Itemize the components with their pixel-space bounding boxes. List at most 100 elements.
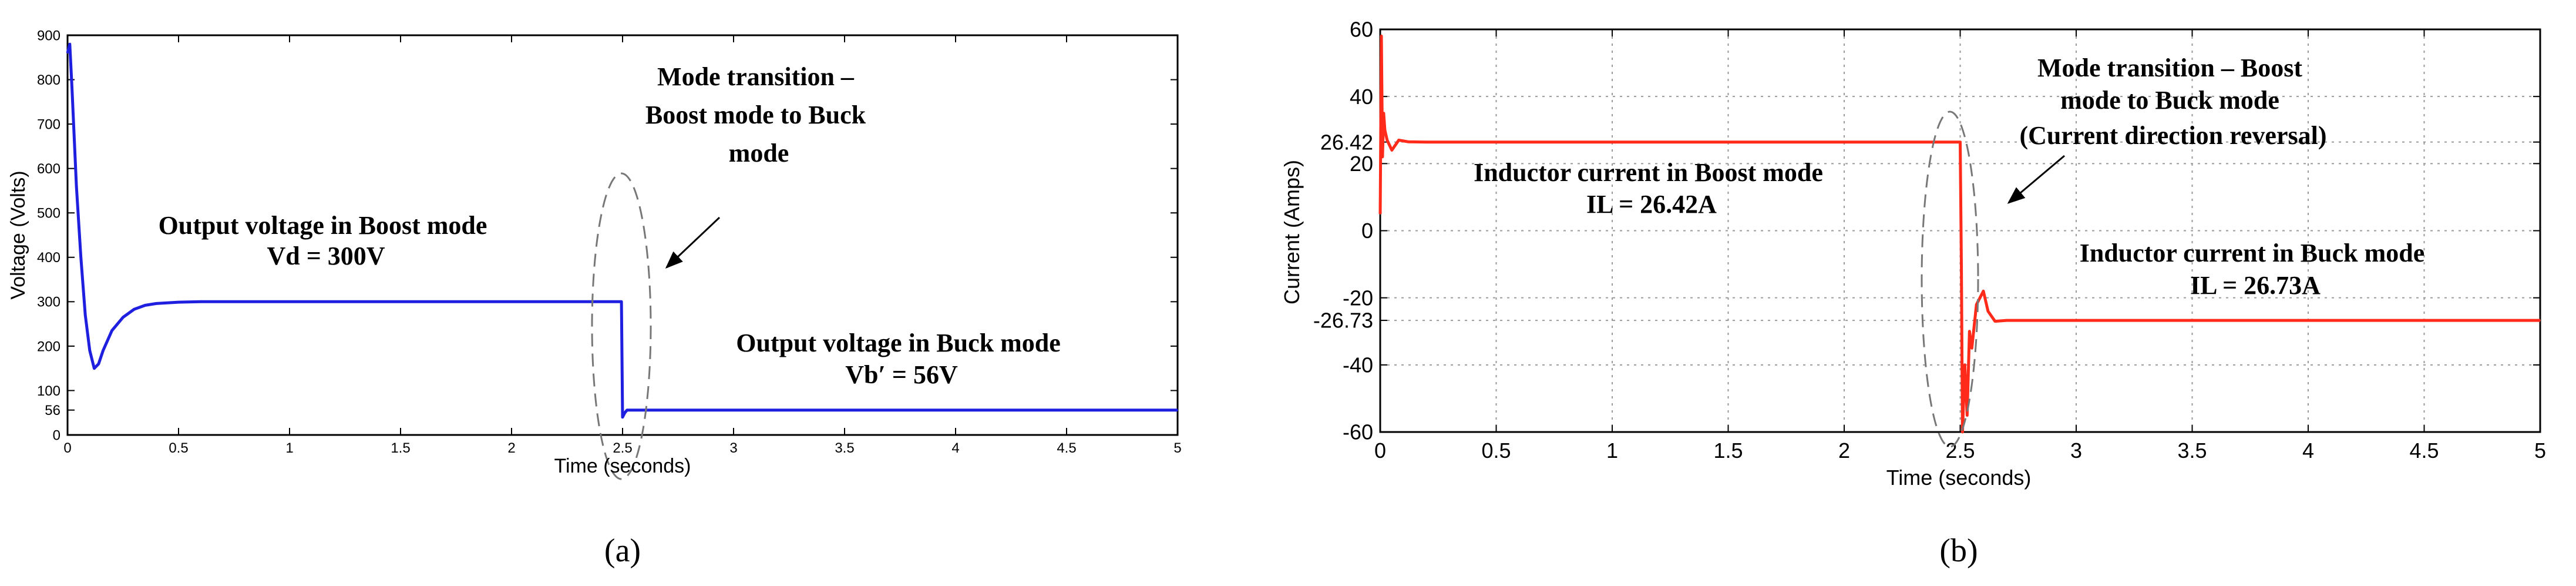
annotation-transition-a: Mode transition – Boost mode to Buck mod… xyxy=(645,62,872,168)
annotation-boost-b-line2: IL = 26.42A xyxy=(1586,190,1717,219)
x-tick-label: 3 xyxy=(729,440,737,456)
series-a xyxy=(66,42,1178,419)
series-b xyxy=(1378,34,2541,434)
annotation-boost-a-line1: Output voltage in Boost mode xyxy=(159,211,487,240)
data-point xyxy=(122,316,124,318)
y-tick-label: 600 xyxy=(37,161,60,177)
caption-b: (b) xyxy=(1939,533,1978,569)
data-point xyxy=(1727,141,1729,143)
chart-a: 0 0.5 1 1.5 2 2.5 3 3.5 4 4.5 5 0 56 100 200 300 400 500 6… xyxy=(7,28,1182,569)
data-point xyxy=(2540,320,2541,322)
data-point xyxy=(67,52,68,54)
x-axis-label-b: Time (seconds) xyxy=(1886,466,2032,490)
y-tick-label: 800 xyxy=(37,72,60,88)
y-tick-label: 400 xyxy=(37,250,60,266)
x-tick-label: 4.5 xyxy=(1057,440,1076,456)
x-tick-label: 2 xyxy=(507,440,515,456)
data-point xyxy=(1380,213,1381,215)
data-point xyxy=(289,301,290,303)
data-point xyxy=(1971,347,1973,349)
data-point xyxy=(1987,310,1989,312)
data-point xyxy=(85,314,86,316)
data-point xyxy=(71,88,73,89)
data-point xyxy=(1426,141,1427,143)
data-point xyxy=(144,304,146,306)
data-point xyxy=(2006,320,2007,322)
y-tick-label: 26.42 xyxy=(1320,130,1373,154)
data-point xyxy=(1177,409,1178,411)
annotation-transition-a-line1: Mode transition – xyxy=(657,62,855,91)
annotation-transition-b-line3: (Current direction reversal) xyxy=(2020,121,2327,150)
data-point xyxy=(2423,320,2425,322)
data-point xyxy=(955,409,956,411)
y-tick-label: 56 xyxy=(45,403,60,418)
y-tick-label: -60 xyxy=(1343,420,1373,444)
transition-ellipse-a xyxy=(591,172,652,480)
data-point xyxy=(111,330,113,331)
annotation-transition-b: Mode transition – Boost mode to Buck mod… xyxy=(2020,53,2327,150)
data-point xyxy=(400,301,401,303)
data-point xyxy=(1962,431,1963,433)
x-tick-label: 2 xyxy=(1838,438,1850,463)
x-tick-label: 0.5 xyxy=(169,440,188,456)
x-tick-label: 0.5 xyxy=(1481,438,1511,463)
data-point xyxy=(1983,290,1984,292)
x-tick-label: 4 xyxy=(2302,438,2314,463)
data-point xyxy=(1384,129,1385,131)
x-tick-label: 4.5 xyxy=(2409,438,2439,463)
annotation-arrow-a xyxy=(665,216,721,269)
data-point xyxy=(633,409,634,411)
x-tick-label: 3 xyxy=(2070,438,2082,463)
data-point xyxy=(1398,139,1400,141)
annotation-boost-a-line2: Vd = 300V xyxy=(267,242,385,270)
x-tick-label: 1.5 xyxy=(1713,438,1743,463)
y-axis-label-b: Current (Amps) xyxy=(1280,160,1304,304)
data-point xyxy=(1969,330,1970,332)
annotation-buck-b-line2: IL = 26.73A xyxy=(2190,271,2321,300)
data-point xyxy=(156,303,157,304)
data-point xyxy=(2191,320,2193,322)
annotation-boost-a: Output voltage in Boost mode Vd = 300V xyxy=(159,211,494,270)
annotation-transition-a-line2: Boost mode to Buck xyxy=(645,101,866,129)
data-point xyxy=(97,363,99,365)
x-tick-label: 3.5 xyxy=(2177,438,2207,463)
data-point xyxy=(1380,35,1382,37)
annotation-buck-a: Output voltage in Buck mode Vb′ = 56V xyxy=(736,329,1067,389)
annotation-buck-b: Inductor current in Buck mode IL = 26.73… xyxy=(2080,239,2432,300)
data-point xyxy=(1612,141,1613,143)
y-tick-label: -26.73 xyxy=(1313,309,1373,333)
data-point xyxy=(1959,141,1961,143)
data-point xyxy=(1994,320,1996,322)
data-point xyxy=(1966,414,1968,416)
y-axis-label-a: Voltage (Volts) xyxy=(7,170,29,299)
data-point xyxy=(1391,149,1393,151)
data-point xyxy=(624,412,625,414)
data-point xyxy=(89,350,90,351)
y-tick-label: 900 xyxy=(37,28,60,43)
y-tick-label: -20 xyxy=(1343,286,1373,310)
annotation-buck-b-line1: Inductor current in Buck mode xyxy=(2080,239,2425,267)
data-point xyxy=(620,301,621,303)
y-tick-label: 300 xyxy=(37,294,60,310)
x-tick-label: 2.5 xyxy=(1945,438,1975,463)
axis-ticks-a: 0 0.5 1 1.5 2 2.5 3 3.5 4 4.5 5 0 56 100 200 300 400 500 6… xyxy=(37,28,1182,456)
x-tick-label: 0 xyxy=(1374,438,1386,463)
annotation-arrow-b xyxy=(2007,155,2065,204)
y-tick-label: 0 xyxy=(53,427,60,443)
x-tick-label: 0 xyxy=(63,440,71,456)
series-line xyxy=(1378,34,2540,434)
x-tick-label: 5 xyxy=(1173,440,1181,456)
data-point xyxy=(133,309,135,310)
y-tick-label: 700 xyxy=(37,117,60,133)
data-point xyxy=(1844,141,1845,143)
y-tick-label: 20 xyxy=(1350,152,1373,176)
data-point xyxy=(1066,409,1067,411)
data-point xyxy=(178,302,179,303)
annotation-buck-a-line2: Vb′ = 56V xyxy=(845,360,958,389)
annotation-transition-b-line2: mode to Buck mode xyxy=(2060,86,2279,115)
data-point xyxy=(1948,141,1949,143)
data-point xyxy=(2308,320,2309,322)
data-point xyxy=(622,416,623,418)
data-point xyxy=(244,301,246,303)
